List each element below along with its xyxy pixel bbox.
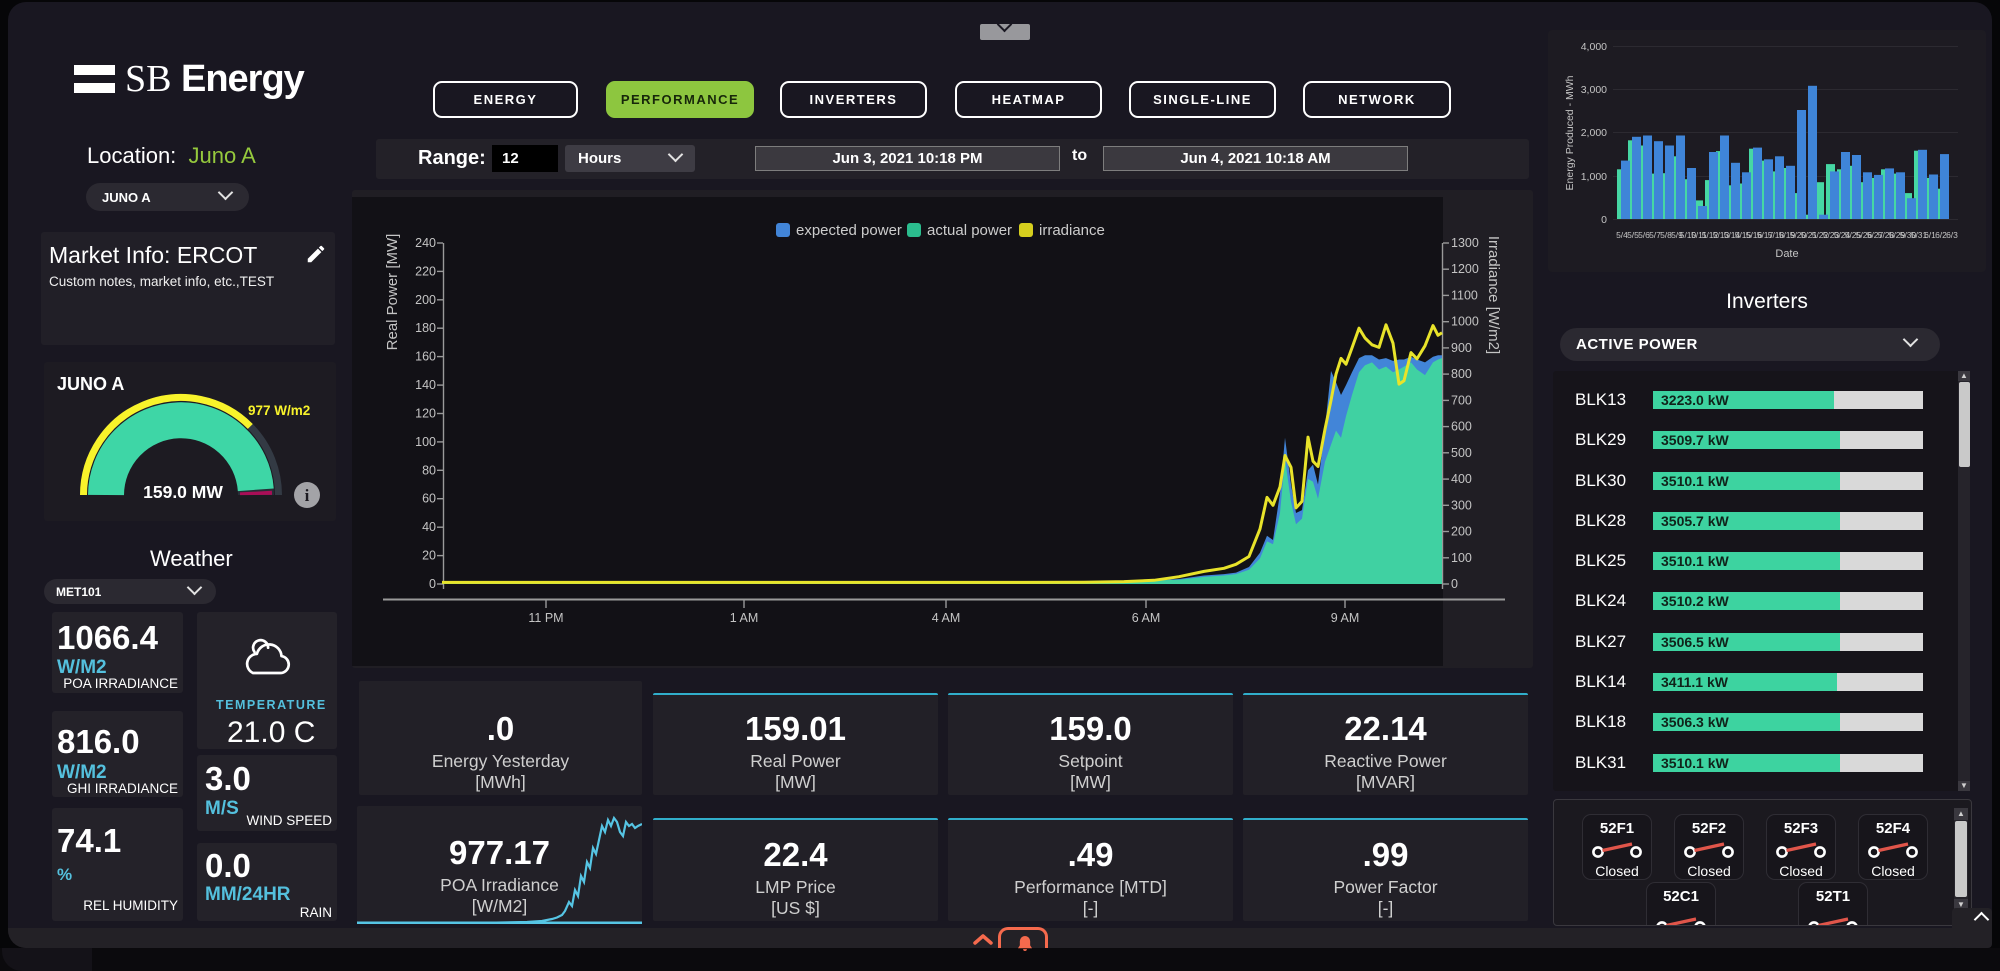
svg-text:9 AM: 9 AM [1331, 611, 1360, 625]
svg-text:1000: 1000 [1451, 315, 1479, 329]
svg-text:expected power: expected power [796, 222, 902, 239]
svg-text:20: 20 [422, 549, 436, 563]
svg-text:600: 600 [1451, 420, 1472, 434]
svg-text:5/12: 5/12 [1702, 230, 1719, 240]
svg-text:400: 400 [1451, 472, 1472, 486]
svg-text:11 PM: 11 PM [528, 611, 563, 625]
svg-text:100: 100 [415, 435, 436, 449]
svg-text:3,000: 3,000 [1581, 84, 1607, 96]
svg-text:5/26: 5/26 [1856, 230, 1873, 240]
svg-text:500: 500 [1451, 446, 1472, 460]
svg-text:1200: 1200 [1451, 262, 1479, 276]
svg-text:5/20: 5/20 [1790, 230, 1807, 240]
svg-text:5/6: 5/6 [1638, 230, 1650, 240]
svg-text:5/16: 5/16 [1746, 230, 1763, 240]
svg-text:5/29: 5/29 [1889, 230, 1906, 240]
svg-text:5/7: 5/7 [1649, 230, 1661, 240]
svg-text:5/15: 5/15 [1735, 230, 1752, 240]
svg-text:irradiance: irradiance [1039, 222, 1105, 239]
svg-text:977 W/m2: 977 W/m2 [248, 403, 310, 418]
svg-text:5/27: 5/27 [1867, 230, 1884, 240]
svg-text:5/5: 5/5 [1627, 230, 1639, 240]
svg-text:60: 60 [422, 492, 436, 506]
svg-text:5/17: 5/17 [1757, 230, 1774, 240]
svg-text:1 AM: 1 AM [730, 611, 759, 625]
svg-text:5/8: 5/8 [1660, 230, 1672, 240]
svg-text:5/10: 5/10 [1680, 230, 1697, 240]
svg-text:5/13: 5/13 [1713, 230, 1730, 240]
svg-text:5/31: 5/31 [1911, 230, 1928, 240]
svg-text:5/4: 5/4 [1616, 230, 1628, 240]
svg-text:1,000: 1,000 [1581, 171, 1607, 183]
svg-text:5/9: 5/9 [1671, 230, 1683, 240]
svg-text:0: 0 [1451, 577, 1458, 591]
svg-text:5/22: 5/22 [1812, 230, 1829, 240]
svg-text:5/19: 5/19 [1779, 230, 1796, 240]
svg-text:6/3: 6/3 [1946, 230, 1958, 240]
svg-text:1100: 1100 [1451, 288, 1478, 302]
svg-text:Irradiance [W/m2]: Irradiance [W/m2] [1485, 236, 1502, 354]
svg-text:5/28: 5/28 [1878, 230, 1895, 240]
svg-text:5/30: 5/30 [1900, 230, 1917, 240]
svg-text:120: 120 [415, 407, 436, 421]
svg-text:160: 160 [415, 350, 436, 364]
svg-text:0: 0 [429, 577, 436, 591]
svg-text:5/24: 5/24 [1834, 230, 1851, 240]
svg-text:4,000: 4,000 [1581, 41, 1607, 53]
svg-text:5/11: 5/11 [1691, 230, 1707, 240]
svg-text:800: 800 [1451, 367, 1472, 381]
svg-text:Date: Date [1775, 248, 1798, 260]
svg-text:4 AM: 4 AM [932, 611, 961, 625]
svg-text:2,000: 2,000 [1581, 127, 1607, 139]
svg-text:6/1: 6/1 [1924, 230, 1936, 240]
svg-text:220: 220 [415, 264, 436, 278]
svg-text:1300: 1300 [1451, 236, 1479, 250]
svg-text:i: i [305, 486, 310, 505]
svg-text:700: 700 [1451, 393, 1472, 407]
svg-text:159.0 MW: 159.0 MW [143, 482, 223, 502]
svg-text:200: 200 [415, 293, 436, 307]
svg-text:180: 180 [415, 321, 436, 335]
svg-text:Energy Produced - MWh: Energy Produced - MWh [1564, 75, 1576, 190]
svg-text:80: 80 [422, 463, 436, 477]
svg-text:6 AM: 6 AM [1132, 611, 1161, 625]
svg-text:6/2: 6/2 [1935, 230, 1947, 240]
svg-text:40: 40 [422, 520, 436, 534]
svg-text:100: 100 [1451, 551, 1472, 565]
svg-text:900: 900 [1451, 341, 1472, 355]
svg-text:actual power: actual power [927, 222, 1012, 239]
svg-text:5/18: 5/18 [1768, 230, 1785, 240]
svg-text:5/23: 5/23 [1823, 230, 1840, 240]
svg-text:Real Power [MW]: Real Power [MW] [384, 234, 401, 351]
svg-text:200: 200 [1451, 525, 1472, 539]
svg-text:240: 240 [415, 236, 436, 250]
svg-text:300: 300 [1451, 498, 1472, 512]
svg-text:5/25: 5/25 [1845, 230, 1862, 240]
svg-text:0: 0 [1601, 214, 1607, 226]
svg-text:5/21: 5/21 [1801, 230, 1818, 240]
svg-text:5/14: 5/14 [1724, 230, 1741, 240]
svg-text:140: 140 [415, 378, 436, 392]
